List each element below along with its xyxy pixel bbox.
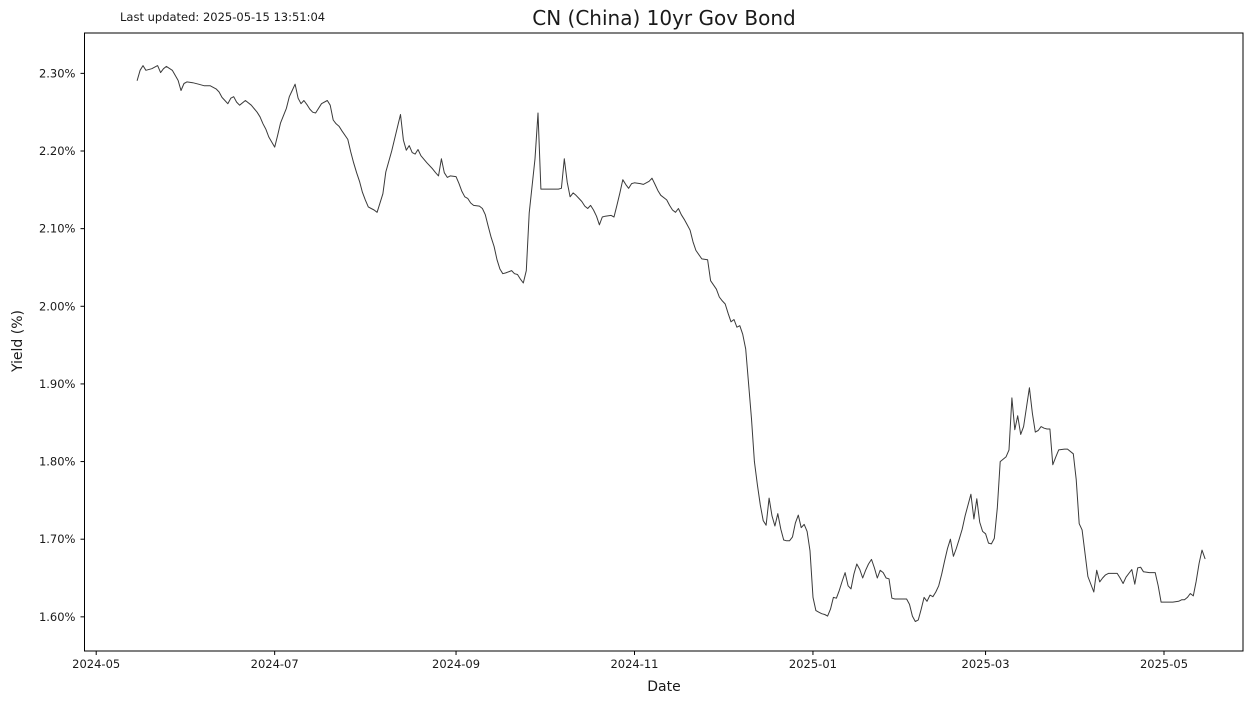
y-tick-label: 2.30%: [39, 66, 76, 80]
y-tick-label: 2.10%: [39, 222, 76, 236]
x-tick-label: 2024-07: [251, 657, 299, 671]
x-axis-label: Date: [647, 679, 681, 695]
y-tick-label: 1.90%: [39, 377, 76, 391]
chart-title: CN (China) 10yr Gov Bond: [532, 6, 796, 30]
y-tick-label: 2.00%: [39, 299, 76, 313]
y-tick-label: 1.80%: [39, 455, 76, 469]
plot-border: [84, 32, 1244, 652]
last-updated-text: Last updated: 2025-05-15 13:51:04: [120, 10, 326, 24]
x-tick-label: 2025-05: [1140, 657, 1188, 671]
y-tick-label: 2.20%: [39, 144, 76, 158]
x-tick-label: 2024-09: [432, 657, 480, 671]
x-tick-label: 2024-05: [72, 657, 120, 671]
yield-line-series: [136, 65, 1206, 622]
x-tick-label: 2025-01: [789, 657, 837, 671]
y-tick-label: 1.70%: [39, 532, 76, 546]
x-tick-label: 2024-11: [610, 657, 658, 671]
y-tick-label: 1.60%: [39, 610, 76, 624]
x-tick-label: 2025-03: [962, 657, 1010, 671]
